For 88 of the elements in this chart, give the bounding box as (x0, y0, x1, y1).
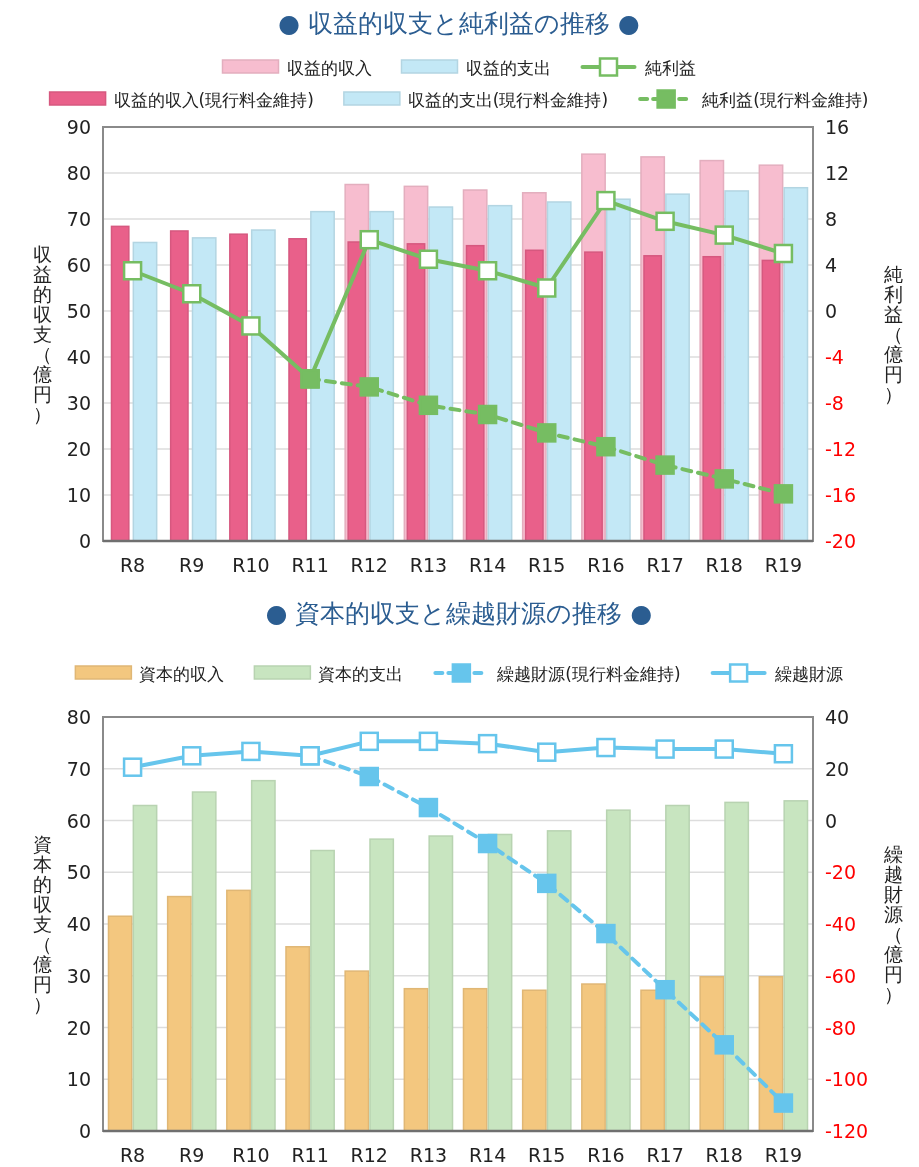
legend-純利益(現行料金維持): 純利益(現行料金維持) (638, 89, 869, 110)
y-tick-label: 40 (66, 346, 91, 368)
legend-label: 収益的支出 (465, 58, 551, 78)
y2-tick-label: -60 (825, 964, 857, 987)
x-tick-label: R9 (179, 1144, 205, 1166)
x-tick-label: R12 (350, 1144, 388, 1166)
y-tick-label: 30 (66, 964, 91, 987)
x-tick-label: R16 (587, 554, 625, 576)
legend-label: 繰越財源(現行料金維持) (496, 664, 681, 684)
y-tick-label: 0 (78, 1120, 91, 1142)
y-tick-label: 70 (66, 208, 91, 230)
legend-label: 収益的支出(現行料金維持) (407, 90, 609, 110)
x-tick-label: R15 (528, 554, 566, 576)
x-tick-label: R11 (291, 554, 329, 576)
y-tick-label: 10 (66, 484, 91, 506)
legend-label: 収益的収入(現行料金維持) (113, 90, 314, 110)
y2-axis-title: 純利益（億円） (883, 263, 903, 405)
y-tick-label: 60 (66, 254, 91, 276)
y2-tick-label: 16 (825, 116, 850, 138)
y2-axis-title: 繰越財源（億円） (882, 843, 903, 1005)
x-tick-label: R11 (291, 1144, 329, 1166)
legend-収益的支出: 収益的支出 (400, 58, 551, 78)
y2-tick-label: -12 (825, 438, 857, 460)
x-tick-label: R17 (646, 554, 684, 576)
chart-title: ● 資本的収支と繰越財源の推移 ● (265, 599, 653, 628)
x-tick-label: R13 (409, 1144, 448, 1166)
x-tick-label: R9 (179, 554, 205, 576)
x-tick-label: R15 (528, 1144, 566, 1166)
legend-label: 純利益 (644, 58, 696, 78)
legend-繰越財源: 繰越財源 (710, 663, 843, 684)
text: 収益的収支（億円） (32, 243, 52, 425)
x-tick-label: R18 (705, 554, 743, 576)
x-tick-label: R17 (646, 1144, 684, 1166)
y-tick-label: 70 (66, 757, 91, 780)
y2-tick-label: -8 (825, 392, 844, 414)
y2-tick-label: 40 (825, 706, 850, 728)
x-tick-label: R12 (350, 554, 388, 576)
x-tick-label: R10 (232, 1144, 270, 1166)
legend-label: 資本的支出 (318, 664, 404, 684)
y2-tick-label: -40 (825, 913, 857, 935)
y2-tick-label: -20 (825, 861, 857, 884)
y2-tick-label: 8 (825, 208, 838, 230)
legend-label: 資本的収入 (139, 664, 225, 684)
y-tick-label: 80 (66, 162, 91, 184)
y2-tick-label: -16 (825, 484, 857, 506)
legend-収益的支出(現行料金維持): 収益的支出(現行料金維持) (343, 90, 609, 110)
x-tick-label: R8 (119, 1144, 146, 1166)
y2-tick-label: -20 (825, 530, 857, 552)
x-tick-label: R18 (705, 1144, 743, 1166)
y2-tick-label: 12 (825, 162, 850, 184)
y-tick-label: 30 (66, 392, 91, 414)
y2-tick-label: -4 (825, 346, 844, 368)
x-tick-label: R14 (468, 1144, 507, 1166)
chart-title: ● 収益的収支と純利益の推移 ● (278, 9, 640, 38)
x-tick-label: R16 (587, 1144, 625, 1166)
y2-tick-label: 4 (825, 254, 838, 276)
y-tick-label: 50 (66, 861, 91, 884)
legend-純利益: 純利益 (580, 57, 696, 78)
legend-label: 繰越財源 (773, 664, 843, 684)
y-tick-label: 20 (66, 438, 91, 460)
y2-tick-label: 0 (825, 809, 838, 832)
x-tick-label: R8 (119, 554, 146, 576)
legend-資本的収入: 資本的収入 (74, 664, 225, 684)
x-tick-label: R10 (232, 554, 270, 576)
x-tick-label: R19 (764, 1144, 803, 1166)
text: 資本的収支（億円） (32, 833, 52, 1015)
y-tick-label: 0 (78, 530, 91, 552)
x-tick-label: R13 (409, 554, 448, 576)
y2-tick-label: -100 (825, 1068, 869, 1091)
y-tick-label: 60 (66, 809, 91, 832)
y-tick-label: 20 (66, 1016, 91, 1039)
legend-label: 純利益(現行料金維持) (702, 90, 869, 110)
y2-tick-label: 20 (825, 757, 850, 780)
y-tick-label: 40 (66, 913, 91, 935)
legend-資本的支出: 資本的支出 (253, 664, 404, 684)
y-tick-label: 50 (66, 300, 91, 322)
legend-繰越財源(現行料金維持): 繰越財源(現行料金維持) (433, 663, 681, 684)
y-tick-label: 90 (66, 116, 91, 138)
x-tick-label: R19 (764, 554, 803, 576)
y-tick-label: 80 (66, 706, 91, 728)
y-tick-label: 10 (66, 1068, 91, 1091)
y2-tick-label: 0 (825, 300, 838, 322)
legend-label: 収益的収入 (286, 58, 372, 78)
x-tick-label: R14 (468, 554, 507, 576)
legend-収益的収入(現行料金維持): 収益的収入(現行料金維持) (48, 90, 314, 110)
y2-tick-label: -120 (825, 1120, 869, 1142)
y2-tick-label: -80 (825, 1016, 857, 1039)
legend-収益的収入: 収益的収入 (221, 58, 372, 78)
